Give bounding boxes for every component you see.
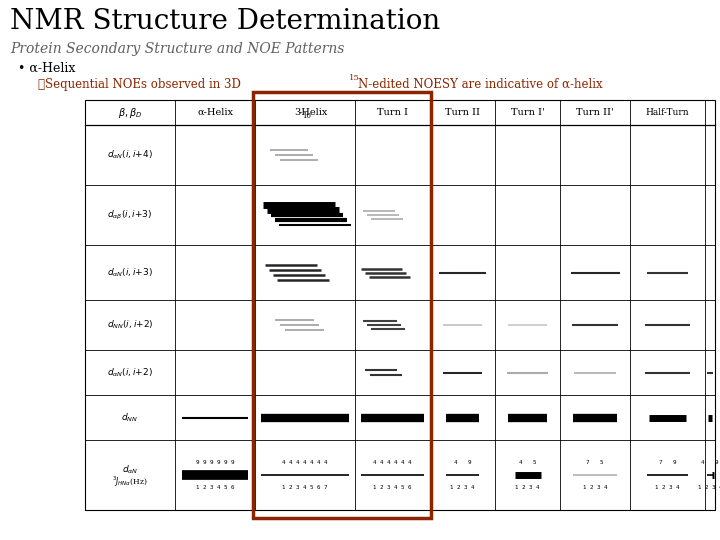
- Text: Turn II: Turn II: [445, 108, 480, 117]
- Text: $d_{NN}(i,i{+}2)$: $d_{NN}(i,i{+}2)$: [107, 319, 153, 331]
- Bar: [85, 100, 715, 510]
- Text: Half-Turn: Half-Turn: [646, 108, 689, 117]
- Text: 7   9: 7 9: [659, 460, 676, 465]
- Text: ※Sequential NOEs observed in 3D: ※Sequential NOEs observed in 3D: [38, 78, 245, 91]
- Text: 7   5: 7 5: [586, 460, 604, 465]
- Text: $d_{\alpha N}(i,i{+}3)$: $d_{\alpha N}(i,i{+}3)$: [107, 266, 153, 279]
- Text: 4   5: 4 5: [518, 460, 536, 465]
- Text: $d_{\alpha\beta}(i,i{+}3)$: $d_{\alpha\beta}(i,i{+}3)$: [107, 208, 153, 221]
- Text: N-edited NOESY are indicative of α-helix: N-edited NOESY are indicative of α-helix: [358, 78, 603, 91]
- Text: 4   9: 4 9: [454, 460, 472, 465]
- Text: α-Helix: α-Helix: [197, 108, 233, 117]
- Text: 1 2 3 4: 1 2 3 4: [698, 485, 720, 490]
- Text: $d_{\alpha N}$: $d_{\alpha N}$: [122, 464, 138, 476]
- Text: 4 4 4 4 4 4 4: 4 4 4 4 4 4 4: [282, 460, 328, 465]
- Text: 1 2 3 4: 1 2 3 4: [582, 485, 607, 490]
- Text: Turn I': Turn I': [510, 108, 544, 117]
- Text: 1 2 3 4 5 6: 1 2 3 4 5 6: [196, 485, 234, 490]
- Bar: [253, 92, 431, 518]
- Text: 1 2 3 4: 1 2 3 4: [655, 485, 680, 490]
- Text: Protein Secondary Structure and NOE Patterns: Protein Secondary Structure and NOE Patt…: [10, 42, 344, 56]
- Text: Turn II': Turn II': [576, 108, 614, 117]
- Text: $d_{\alpha N}(i,i{+}4)$: $d_{\alpha N}(i,i{+}4)$: [107, 148, 153, 161]
- Text: 4   9: 4 9: [701, 460, 719, 465]
- Text: 1 2 3 4: 1 2 3 4: [450, 485, 474, 490]
- Text: NMR Structure Determination: NMR Structure Determination: [10, 8, 440, 35]
- Text: 15: 15: [349, 74, 360, 82]
- Text: $\beta,\beta_D$: $\beta,\beta_D$: [118, 105, 142, 119]
- Text: 1 2 3 4 5 6: 1 2 3 4 5 6: [373, 485, 412, 490]
- Text: 1 2 3 4: 1 2 3 4: [516, 485, 540, 490]
- Text: ${}^3J_{HN\alpha}$(Hz): ${}^3J_{HN\alpha}$(Hz): [112, 475, 148, 489]
- Text: • α-Helix: • α-Helix: [18, 62, 76, 75]
- Text: 9 9 9 9 9 9: 9 9 9 9 9 9: [196, 460, 234, 465]
- Text: Turn I: Turn I: [377, 108, 408, 117]
- Text: $d_{NN}$: $d_{NN}$: [122, 411, 138, 424]
- Text: $d_{\alpha N}(i,i{+}2)$: $d_{\alpha N}(i,i{+}2)$: [107, 366, 153, 379]
- Text: 1 2 3 4 5 6 7: 1 2 3 4 5 6 7: [282, 485, 328, 490]
- Text: 4 4 4 4 4 4: 4 4 4 4 4 4: [373, 460, 412, 465]
- Text: 3: 3: [294, 108, 300, 117]
- Text: -Helix: -Helix: [298, 108, 328, 117]
- Text: 10: 10: [302, 111, 311, 119]
